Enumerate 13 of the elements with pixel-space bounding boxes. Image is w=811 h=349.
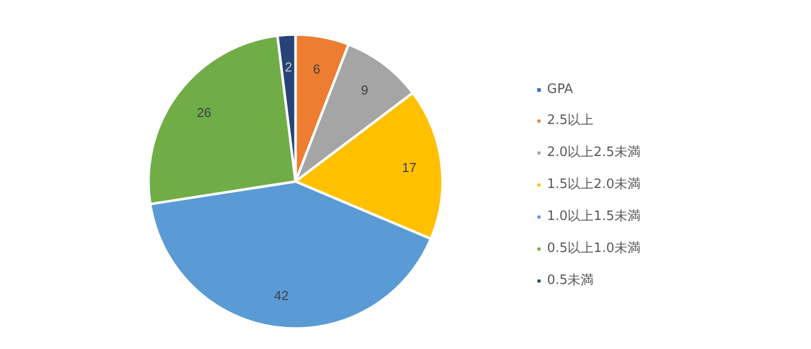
legend-label: GPA <box>547 82 573 97</box>
data-label: 26 <box>196 104 212 120</box>
data-label: 17 <box>402 160 417 175</box>
legend-label: 0.5未満 <box>547 272 594 289</box>
legend-label: 2.0以上2.5未満 <box>547 144 640 161</box>
data-label: 42 <box>274 288 289 303</box>
data-label: 9 <box>360 82 368 98</box>
data-label: 2 <box>284 60 292 75</box>
legend-label: 2.5以上 <box>547 112 594 129</box>
legend-label: 0.5以上1.0未満 <box>547 240 640 257</box>
legend-label: 1.5以上2.0未満 <box>547 176 640 193</box>
legend-label: 1.0以上1.5未満 <box>547 208 640 225</box>
data-label: 6 <box>312 61 320 76</box>
